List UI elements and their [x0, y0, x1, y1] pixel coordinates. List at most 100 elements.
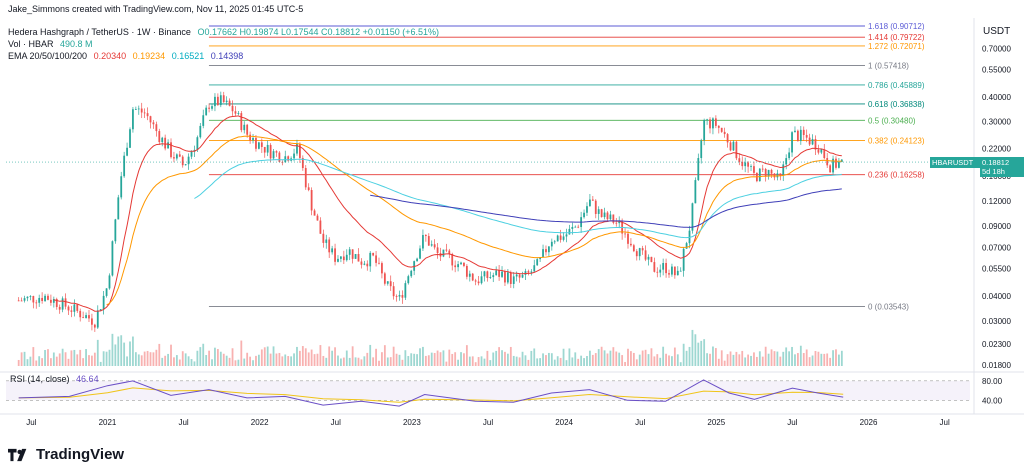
candle-body [293, 153, 295, 159]
volume-bar [278, 352, 281, 366]
volume-bar [105, 351, 108, 366]
candle-body [676, 270, 679, 276]
volume-bar [395, 353, 398, 366]
candle-body [589, 199, 591, 207]
candle-body [685, 243, 688, 249]
candle-body [413, 261, 416, 271]
candle-body [316, 215, 319, 221]
candle-body [694, 180, 697, 204]
candle-body [533, 265, 536, 272]
volume-bar [419, 348, 421, 366]
volume-bar [184, 353, 187, 366]
candle-body [679, 270, 682, 272]
volume-bar [29, 356, 32, 366]
candle-body [805, 135, 808, 138]
volume-bar [32, 347, 35, 366]
volume-bar [293, 353, 295, 366]
candle-body [23, 298, 26, 301]
candle-body [433, 244, 436, 248]
price-tick: 0.03000 [982, 317, 1011, 326]
volume-bar [427, 355, 430, 366]
candle-body [726, 134, 729, 143]
volume-bar [720, 350, 723, 366]
price-axis: 0.700000.550000.400000.300000.220000.160… [982, 44, 1011, 370]
brand-name: TradingView [36, 446, 125, 463]
volume-bar [416, 354, 418, 366]
volume-bar [328, 346, 331, 366]
volume-bar [586, 356, 588, 366]
candle-body [99, 309, 102, 311]
candle-body [120, 176, 123, 198]
volume-bar [509, 346, 512, 366]
volume-bar [155, 349, 158, 366]
volume-bar [732, 354, 735, 366]
candle-body [252, 137, 254, 141]
candle-body [653, 262, 656, 272]
candle-body [630, 243, 632, 246]
volume-bar [688, 346, 691, 366]
volume-bar [530, 350, 533, 366]
candle-body [322, 233, 325, 243]
volume-bar [369, 344, 372, 366]
volume-bar [137, 354, 140, 366]
volume-bar [325, 357, 328, 366]
candle-body [389, 281, 392, 287]
candle-body [76, 304, 79, 311]
volume-bar [495, 350, 498, 366]
volume-bar [794, 354, 796, 366]
candle-body [313, 210, 316, 216]
volume-bar [644, 349, 647, 366]
volume-bar [738, 354, 741, 366]
volume-bar [600, 346, 603, 366]
volume-bar [451, 353, 454, 366]
volume-bar [234, 360, 237, 366]
volume-bar [129, 341, 131, 366]
candle-body [208, 107, 210, 109]
candle-body [246, 124, 249, 135]
volume-bar [354, 357, 357, 366]
candle-body [105, 288, 108, 296]
volume-bar [653, 356, 656, 366]
fib-label: 1.272 (0.72071) [868, 42, 925, 51]
tradingview-logo-icon [8, 448, 27, 461]
candle-body [85, 315, 87, 319]
volume-bar [483, 358, 486, 366]
time-tick: Jul [483, 418, 493, 427]
volume-bar [211, 359, 213, 366]
candle-body [644, 250, 647, 260]
candle-body [342, 256, 345, 261]
volume-bar [624, 361, 626, 366]
candle-body [164, 137, 167, 149]
volume-bar [612, 347, 615, 366]
candle-body [398, 295, 401, 297]
price-tick: 0.05500 [982, 264, 1011, 273]
candle-body [375, 255, 377, 263]
volume-bar [243, 358, 246, 366]
candle-body [219, 95, 222, 106]
candle-body [632, 245, 635, 252]
candle-body [20, 300, 23, 302]
candle-body [117, 197, 120, 220]
candle-body [363, 263, 366, 265]
volume-bar [685, 350, 688, 366]
volume-bar [398, 354, 401, 366]
candle-body [794, 130, 796, 133]
rsi-line [18, 379, 844, 407]
candle-body [266, 144, 269, 153]
volume-bar [269, 353, 272, 366]
volume-bar [773, 351, 776, 366]
candle-body [225, 100, 228, 103]
volume-bar [58, 353, 61, 366]
candle-body [240, 113, 243, 131]
volume-bar [20, 352, 23, 366]
candle-body [50, 299, 52, 303]
volume-bar [413, 353, 416, 366]
volume-bar [375, 348, 377, 366]
candle-body [272, 151, 275, 159]
candle-body [263, 146, 266, 153]
volume-bar [392, 346, 395, 366]
volume-bar [158, 343, 161, 366]
volume-bar [430, 352, 433, 366]
candle-body [603, 212, 606, 218]
